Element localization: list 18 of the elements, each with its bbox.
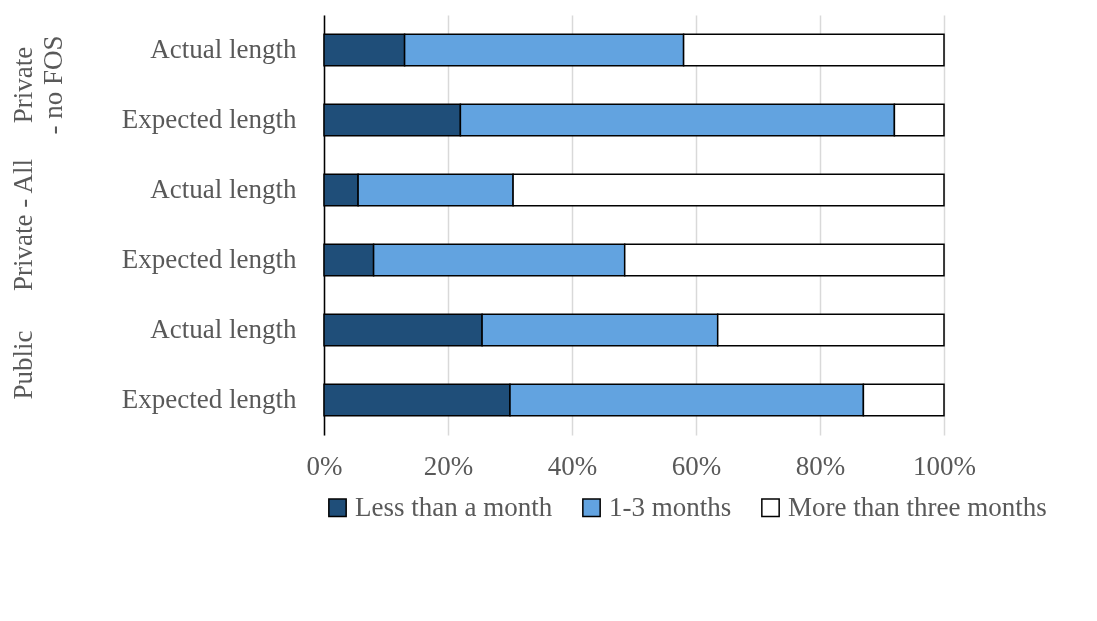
legend-label: Less than a month bbox=[355, 491, 553, 522]
legend-label: 1-3 months bbox=[609, 491, 732, 522]
x-tick-label: 0% bbox=[306, 450, 343, 481]
x-tick-label: 20% bbox=[423, 450, 474, 481]
text: Private - no FOS bbox=[8, 35, 68, 135]
x-tick-label: 100% bbox=[913, 450, 976, 481]
y-tick-label: Actual length bbox=[150, 174, 297, 204]
y-tick-label: Expected length bbox=[121, 244, 297, 274]
y-tick-label: Expected length bbox=[121, 104, 297, 134]
x-tick-label: 80% bbox=[795, 450, 846, 481]
y-tick-label: Expected length bbox=[121, 384, 297, 414]
x-tick-label: 60% bbox=[671, 450, 722, 481]
x-tick-label: 40% bbox=[547, 450, 598, 481]
text: Private - All bbox=[8, 159, 38, 291]
y-tick-label: Actual length bbox=[150, 314, 297, 344]
text: Public bbox=[8, 330, 38, 400]
y-tick-label: Actual length bbox=[150, 34, 297, 64]
legend-label: More than three months bbox=[788, 491, 1047, 522]
